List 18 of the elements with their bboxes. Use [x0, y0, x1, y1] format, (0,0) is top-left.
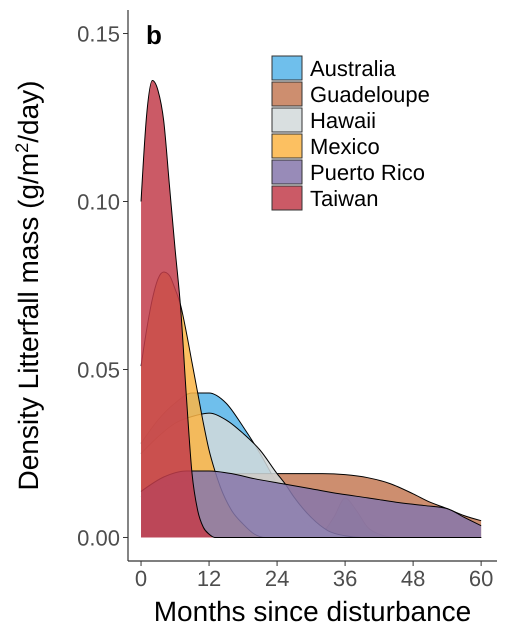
x-tick-label: 24 — [264, 566, 290, 591]
legend-label: Guadeloupe — [310, 82, 430, 107]
annotation: b — [146, 20, 162, 50]
legend-label: Australia — [310, 56, 396, 81]
x-axis-title: Months since disturbance — [154, 596, 472, 627]
legend-label: Hawaii — [310, 108, 376, 133]
legend-label: Mexico — [310, 134, 380, 159]
legend-label: Puerto Rico — [310, 160, 425, 185]
y-tick-label: 0.05 — [77, 357, 120, 382]
y-tick-label: 0.15 — [77, 22, 120, 47]
x-tick-label: 12 — [196, 566, 222, 591]
x-tick-label: 0 — [134, 566, 148, 591]
legend-label: Taiwan — [310, 186, 378, 211]
x-tick-label: 60 — [468, 566, 494, 591]
x-tick-label: 36 — [332, 566, 358, 591]
x-tick-label: 48 — [400, 566, 426, 591]
y-tick-label: 0.00 — [77, 525, 120, 550]
y-tick-label: 0.10 — [77, 190, 120, 215]
